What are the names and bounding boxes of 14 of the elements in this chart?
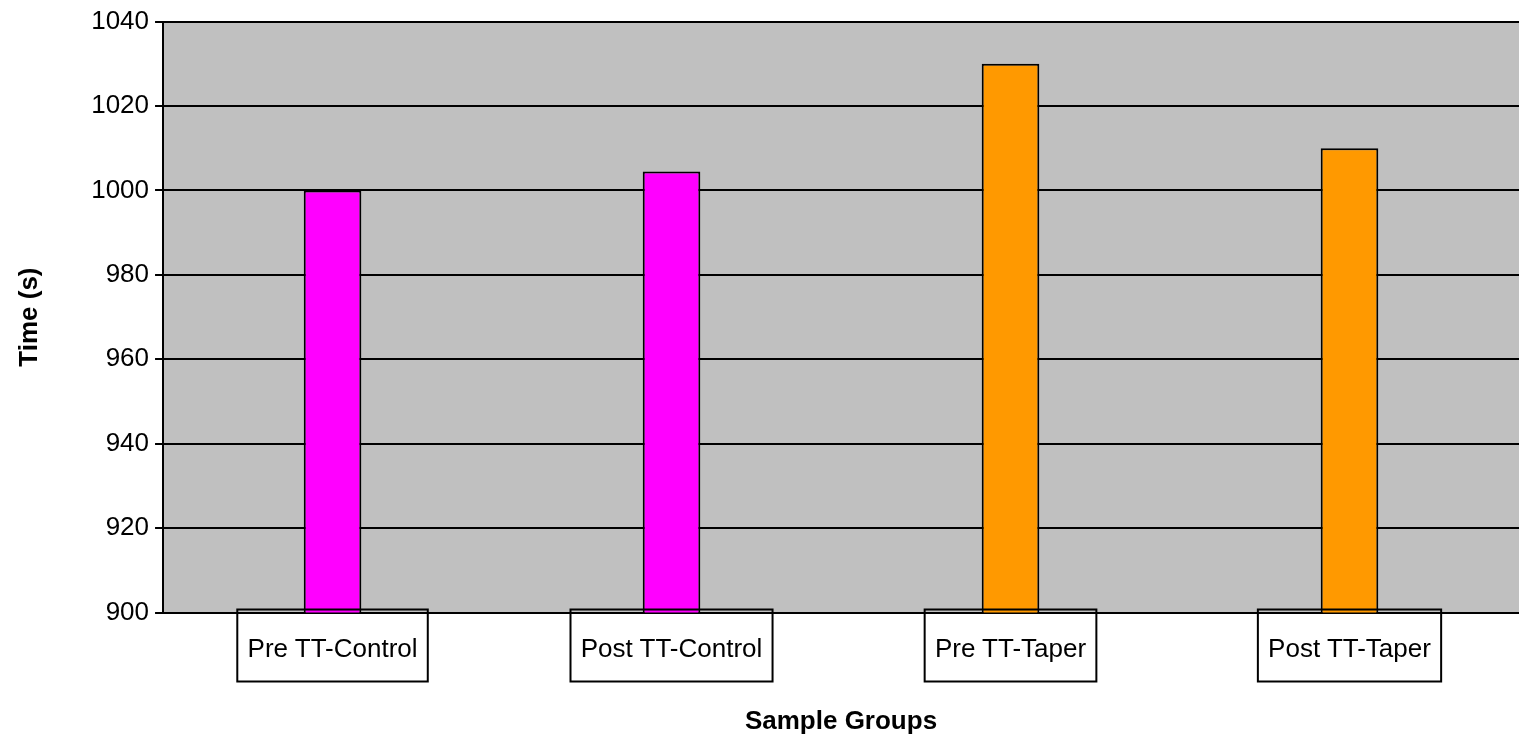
- y-tick-label: 940: [105, 426, 150, 457]
- x-tick-label: Post TT-Taper: [1268, 633, 1432, 664]
- y-tick-label: 1040: [91, 4, 150, 35]
- x-tick-label: Pre TT-Taper: [934, 633, 1087, 664]
- y-tick-label: 1000: [91, 173, 150, 204]
- y-tick-label: 1020: [91, 89, 150, 120]
- y-axis-title: Time (s): [12, 267, 43, 367]
- y-tick-label: 980: [105, 258, 150, 289]
- x-tick-label: Pre TT-Control: [247, 633, 418, 664]
- x-tick-label: Post TT-Control: [580, 633, 763, 664]
- y-tick-label: 900: [105, 595, 150, 626]
- y-tick-label: 960: [105, 342, 150, 373]
- x-axis-title: Sample Groups: [744, 704, 938, 735]
- y-tick-label: 920: [105, 511, 150, 542]
